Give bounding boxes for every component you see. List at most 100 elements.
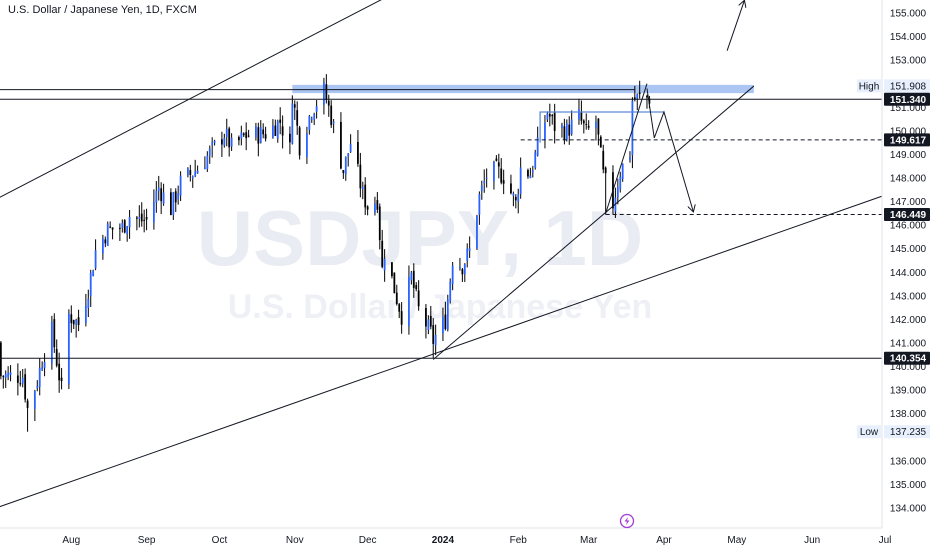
price-tick-label: 139.000 — [890, 386, 927, 397]
price-tick-label: 143.000 — [890, 291, 927, 302]
candle — [357, 129, 359, 167]
candle — [87, 289, 90, 318]
candle — [293, 100, 296, 120]
candle — [264, 126, 267, 142]
price-tick-label: 134.000 — [890, 503, 927, 514]
candle — [361, 181, 364, 200]
consolidation-box — [539, 111, 664, 143]
resistance-zone — [292, 84, 754, 94]
candle — [561, 122, 563, 138]
candle — [242, 132, 245, 138]
time-tick-label: Apr — [656, 535, 672, 546]
candle — [570, 110, 573, 136]
price-tick-label: 136.000 — [890, 456, 927, 467]
svg-text:137.235: 137.235 — [890, 427, 927, 438]
candle — [36, 380, 39, 392]
candle — [531, 165, 534, 178]
candle — [157, 175, 160, 201]
svg-text:151.340: 151.340 — [890, 95, 927, 106]
candle — [493, 160, 495, 190]
candle — [327, 94, 330, 117]
candle — [597, 118, 600, 146]
svg-text:149.617: 149.617 — [890, 135, 927, 146]
candle — [616, 178, 619, 205]
price-tick-label: 135.000 — [890, 480, 927, 491]
candle — [121, 219, 124, 233]
candle — [451, 262, 454, 291]
candle — [417, 280, 420, 311]
candle — [565, 119, 568, 142]
candle — [517, 188, 520, 214]
time-tick-label: Sep — [138, 535, 156, 546]
candle — [412, 263, 415, 298]
candle — [240, 125, 243, 146]
candle — [274, 119, 277, 137]
candle — [60, 368, 63, 390]
watermark: USDJPY, 1D U.S. Dollar / Japanese Yen — [197, 194, 653, 326]
candle — [381, 229, 384, 269]
time-tick-label: Oct — [212, 535, 228, 546]
candle — [9, 365, 12, 382]
price-tick-label: 144.000 — [890, 268, 927, 279]
candle — [434, 324, 437, 356]
candle — [143, 209, 146, 233]
candle — [534, 149, 537, 170]
candle — [587, 120, 590, 130]
candle — [444, 301, 447, 331]
candle — [41, 361, 44, 372]
price-tick-label: 154.000 — [890, 32, 927, 43]
price-label: 149.617 — [884, 133, 930, 147]
candle — [279, 107, 282, 135]
events-lightning-icon[interactable] — [619, 513, 635, 529]
candle — [342, 170, 345, 179]
price-tick-label: 140.000 — [890, 362, 927, 373]
bullish-arrow — [726, 1, 744, 51]
price-tick-label: 149.000 — [890, 150, 927, 161]
candle — [172, 191, 175, 220]
candle — [84, 293, 87, 327]
candle — [58, 352, 61, 393]
candle — [213, 139, 216, 146]
candle — [186, 167, 189, 178]
candle — [323, 77, 325, 115]
candle — [466, 243, 469, 268]
candle — [529, 167, 532, 179]
candle — [220, 131, 223, 158]
candle — [38, 358, 41, 396]
candle — [140, 202, 143, 227]
candle — [432, 317, 435, 359]
candle — [26, 398, 29, 432]
candle — [527, 168, 529, 179]
candle — [169, 188, 172, 216]
price-tick-label: 147.000 — [890, 197, 927, 208]
candle — [514, 194, 517, 209]
candle — [208, 145, 211, 164]
candle — [340, 112, 342, 170]
price-label: 140.354 — [884, 351, 930, 365]
candle — [55, 339, 58, 368]
candle — [546, 111, 549, 122]
trend-line — [0, 195, 882, 508]
drawings-front — [0, 0, 882, 508]
candle — [495, 155, 498, 162]
candle — [123, 219, 126, 234]
price-tick-label: 155.000 — [890, 9, 927, 20]
candle — [179, 171, 182, 201]
candle — [291, 95, 294, 145]
time-axis: Aug Sep Oct Nov Dec 2024 Feb Mar Apr May Jun Jul — [0, 527, 892, 550]
candle — [160, 182, 163, 215]
candle — [177, 185, 180, 205]
candle — [429, 306, 432, 330]
candle — [262, 123, 265, 139]
candle — [135, 215, 138, 231]
candle — [53, 313, 56, 353]
candle — [500, 158, 503, 185]
time-tick-label: Jun — [804, 535, 820, 546]
price-tick-label: 138.000 — [890, 409, 927, 420]
candle — [602, 144, 605, 174]
chart-title: U.S. Dollar / Japanese Yen, 1D, FXCM — [8, 4, 197, 16]
candle — [536, 126, 539, 157]
time-tick-label: Jul — [879, 535, 892, 546]
candle — [480, 180, 483, 200]
